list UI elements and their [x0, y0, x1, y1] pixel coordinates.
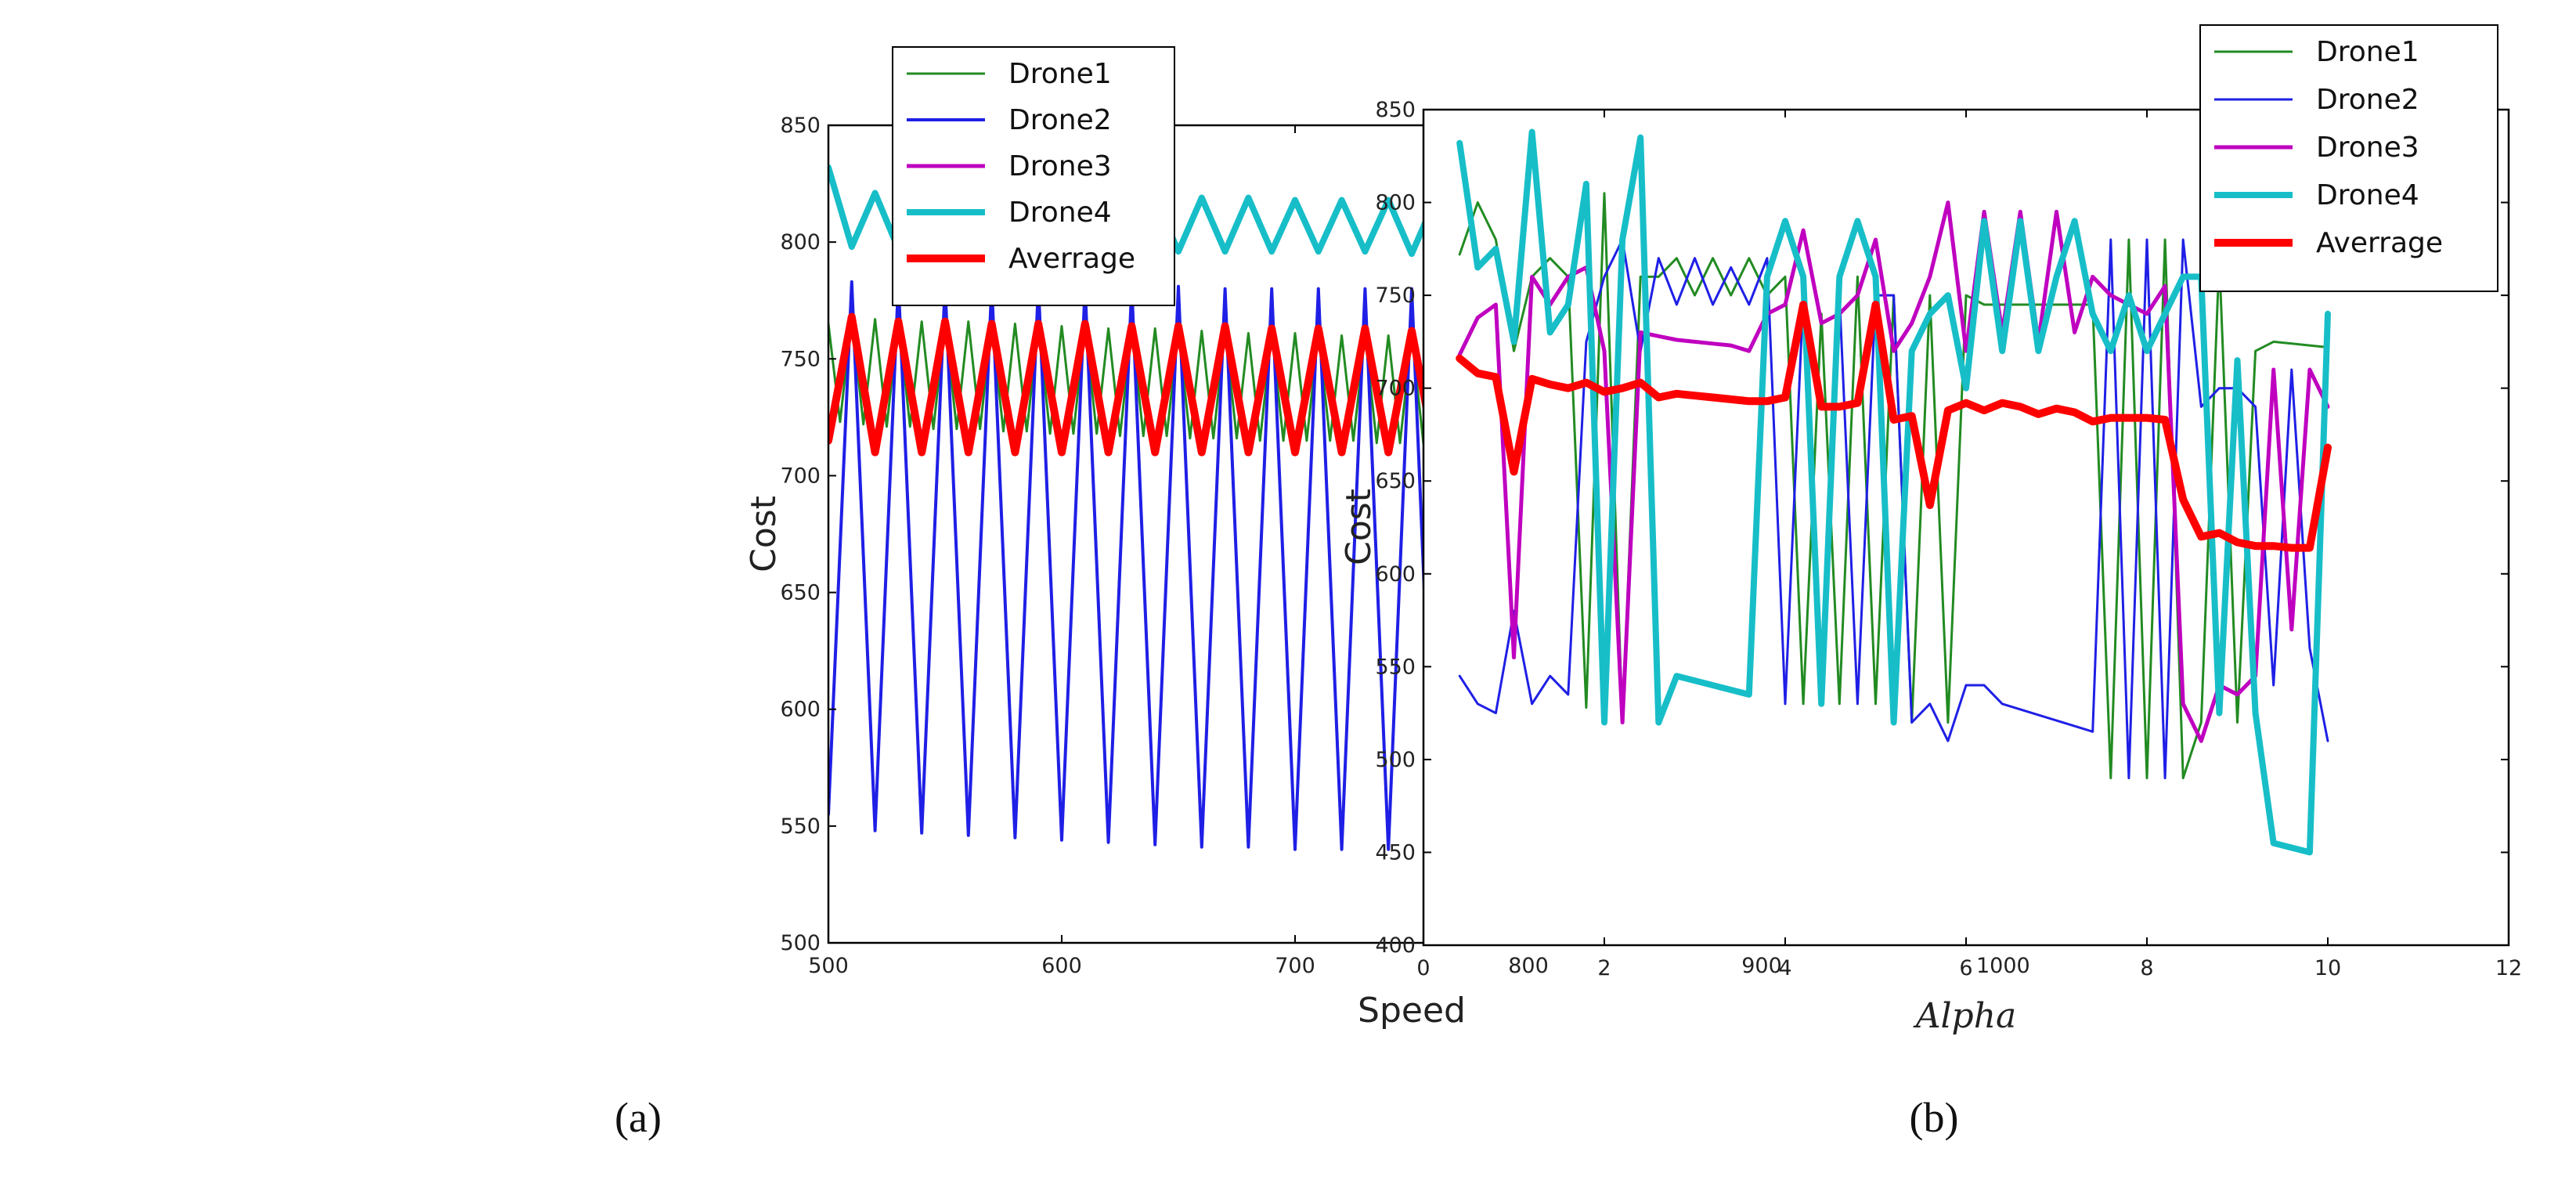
- series-line-drone1: [1458, 192, 2329, 780]
- x-tick-label: 8: [2140, 956, 2153, 980]
- plot-frame: [1422, 108, 2510, 947]
- x-tick-label: 12: [2495, 956, 2522, 980]
- panel-label-a: (a): [615, 1094, 662, 1141]
- y-tick-label: 700: [1375, 377, 1416, 401]
- y-axis-label: Cost: [744, 496, 784, 572]
- y-axis-label: Cost: [1339, 489, 1379, 565]
- y-tick-label: 850: [1375, 98, 1416, 122]
- legend-label-drone3: Drone3: [1008, 150, 1112, 182]
- chart-b: 0 2 4 6 8 10 12400450500550600650700750800850 …: [1339, 24, 2522, 1141]
- y-tick-label: 500: [780, 931, 821, 955]
- x-axis-label: Alpha: [1913, 996, 2017, 1036]
- y-tick-label: 650: [1375, 469, 1416, 493]
- legend-label-drone4: Drone4: [1008, 197, 1112, 229]
- x-tick-label: 1000: [1976, 954, 2030, 978]
- legend-label-drone2: Drone2: [1008, 104, 1112, 136]
- y-tick-label: 800: [1375, 191, 1416, 215]
- y-tick-label: 550: [1375, 655, 1416, 679]
- legend: Drone1 Drone2 Drone3 Drone4 Averrage: [2199, 24, 2498, 292]
- x-tick-label: 900: [1741, 954, 1782, 978]
- x-tick-label: 500: [808, 954, 849, 978]
- y-tick-label: 500: [1375, 748, 1416, 772]
- y-tick-label: 800: [780, 230, 821, 255]
- series-line-averrage: [1456, 301, 2332, 552]
- legend-label-drone2: Drone2: [2316, 84, 2419, 116]
- panel-label-b: (b): [1910, 1094, 1959, 1141]
- x-tick-label: 600: [1041, 954, 1082, 978]
- series-line-drone4: [1456, 128, 2331, 856]
- legend-label-drone4: Drone4: [2316, 179, 2419, 211]
- y-tick-label: 750: [780, 347, 821, 371]
- legend-label-drone1: Drone1: [2316, 36, 2419, 68]
- x-tick-label: 0: [1416, 956, 1430, 980]
- y-tick-label: 550: [780, 814, 821, 839]
- x-tick-label: 6: [1959, 956, 1972, 980]
- legend-label-averrage: Averrage: [1008, 243, 1135, 275]
- y-tick-label: 600: [1375, 562, 1416, 587]
- legend-label-drone1: Drone1: [1008, 58, 1112, 90]
- x-tick-label: 800: [1508, 954, 1549, 978]
- legend: Drone1 Drone2 Drone3 Drone4 Averrage: [892, 46, 1175, 306]
- y-tick-label: 450: [1375, 840, 1416, 865]
- x-tick-label: 700: [1275, 954, 1315, 978]
- x-tick-label: 2: [1597, 956, 1611, 980]
- x-tick-label: 10: [2314, 956, 2341, 980]
- legend-box: [2199, 24, 2498, 292]
- y-tick-label: 750: [1375, 283, 1416, 308]
- y-tick-label: 650: [780, 581, 821, 605]
- y-tick-label: 700: [780, 464, 821, 488]
- series-line-drone3: [1457, 200, 2330, 743]
- x-axis-label: Speed: [1358, 991, 1466, 1031]
- y-tick-label: 400: [1375, 933, 1416, 958]
- y-tick-label: 850: [780, 114, 821, 138]
- legend-label-averrage: Averrage: [2316, 227, 2443, 259]
- legend-label-drone3: Drone3: [2316, 132, 2419, 164]
- y-tick-label: 600: [780, 698, 821, 722]
- x-tick-label: 4: [1778, 956, 1791, 980]
